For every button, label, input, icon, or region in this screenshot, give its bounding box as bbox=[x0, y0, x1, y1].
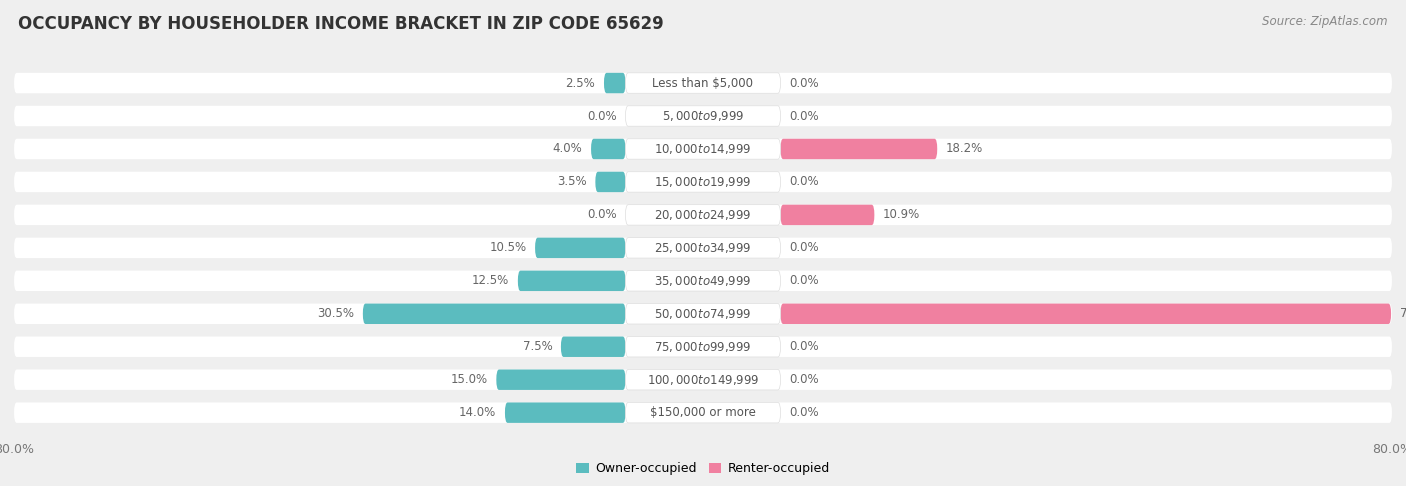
FancyBboxPatch shape bbox=[14, 402, 1392, 423]
FancyBboxPatch shape bbox=[14, 205, 1392, 225]
Text: 0.0%: 0.0% bbox=[789, 340, 818, 353]
FancyBboxPatch shape bbox=[363, 304, 626, 324]
FancyBboxPatch shape bbox=[14, 139, 1392, 159]
FancyBboxPatch shape bbox=[505, 402, 626, 423]
Text: 18.2%: 18.2% bbox=[946, 142, 983, 156]
FancyBboxPatch shape bbox=[626, 73, 780, 93]
Legend: Owner-occupied, Renter-occupied: Owner-occupied, Renter-occupied bbox=[571, 457, 835, 481]
Text: 0.0%: 0.0% bbox=[789, 274, 818, 287]
Text: 30.5%: 30.5% bbox=[318, 307, 354, 320]
FancyBboxPatch shape bbox=[626, 205, 780, 225]
Text: 0.0%: 0.0% bbox=[789, 373, 818, 386]
FancyBboxPatch shape bbox=[780, 304, 1391, 324]
Text: Less than $5,000: Less than $5,000 bbox=[652, 76, 754, 89]
FancyBboxPatch shape bbox=[626, 139, 780, 159]
Text: 4.0%: 4.0% bbox=[553, 142, 582, 156]
Text: 14.0%: 14.0% bbox=[460, 406, 496, 419]
Text: $100,000 to $149,999: $100,000 to $149,999 bbox=[647, 373, 759, 387]
FancyBboxPatch shape bbox=[605, 73, 626, 93]
FancyBboxPatch shape bbox=[14, 271, 1392, 291]
FancyBboxPatch shape bbox=[780, 205, 875, 225]
FancyBboxPatch shape bbox=[626, 172, 780, 192]
Text: 3.5%: 3.5% bbox=[557, 175, 586, 189]
Text: 10.9%: 10.9% bbox=[883, 208, 921, 222]
FancyBboxPatch shape bbox=[626, 402, 780, 423]
FancyBboxPatch shape bbox=[626, 238, 780, 258]
FancyBboxPatch shape bbox=[14, 369, 1392, 390]
Text: $10,000 to $14,999: $10,000 to $14,999 bbox=[654, 142, 752, 156]
Text: 0.0%: 0.0% bbox=[789, 76, 818, 89]
Text: 2.5%: 2.5% bbox=[565, 76, 595, 89]
FancyBboxPatch shape bbox=[14, 336, 1392, 357]
FancyBboxPatch shape bbox=[517, 271, 626, 291]
FancyBboxPatch shape bbox=[591, 139, 626, 159]
Text: $50,000 to $74,999: $50,000 to $74,999 bbox=[654, 307, 752, 321]
FancyBboxPatch shape bbox=[14, 304, 1392, 324]
Text: 7.5%: 7.5% bbox=[523, 340, 553, 353]
FancyBboxPatch shape bbox=[626, 304, 780, 324]
Text: 10.5%: 10.5% bbox=[489, 242, 526, 254]
FancyBboxPatch shape bbox=[536, 238, 626, 258]
Text: 0.0%: 0.0% bbox=[789, 406, 818, 419]
Text: $5,000 to $9,999: $5,000 to $9,999 bbox=[662, 109, 744, 123]
Text: 0.0%: 0.0% bbox=[588, 109, 617, 122]
Text: 15.0%: 15.0% bbox=[450, 373, 488, 386]
FancyBboxPatch shape bbox=[780, 139, 938, 159]
Text: 0.0%: 0.0% bbox=[789, 109, 818, 122]
FancyBboxPatch shape bbox=[561, 336, 626, 357]
Text: $150,000 or more: $150,000 or more bbox=[650, 406, 756, 419]
FancyBboxPatch shape bbox=[626, 369, 780, 390]
Text: 70.9%: 70.9% bbox=[1400, 307, 1406, 320]
Text: $35,000 to $49,999: $35,000 to $49,999 bbox=[654, 274, 752, 288]
Text: $25,000 to $34,999: $25,000 to $34,999 bbox=[654, 241, 752, 255]
FancyBboxPatch shape bbox=[626, 271, 780, 291]
Text: $20,000 to $24,999: $20,000 to $24,999 bbox=[654, 208, 752, 222]
FancyBboxPatch shape bbox=[14, 238, 1392, 258]
FancyBboxPatch shape bbox=[14, 106, 1392, 126]
FancyBboxPatch shape bbox=[14, 73, 1392, 93]
Text: Source: ZipAtlas.com: Source: ZipAtlas.com bbox=[1263, 15, 1388, 28]
Text: $15,000 to $19,999: $15,000 to $19,999 bbox=[654, 175, 752, 189]
Text: 0.0%: 0.0% bbox=[789, 175, 818, 189]
FancyBboxPatch shape bbox=[496, 369, 626, 390]
Text: $75,000 to $99,999: $75,000 to $99,999 bbox=[654, 340, 752, 354]
Text: 0.0%: 0.0% bbox=[588, 208, 617, 222]
Text: 0.0%: 0.0% bbox=[789, 242, 818, 254]
FancyBboxPatch shape bbox=[626, 336, 780, 357]
Text: 12.5%: 12.5% bbox=[472, 274, 509, 287]
FancyBboxPatch shape bbox=[14, 172, 1392, 192]
Text: OCCUPANCY BY HOUSEHOLDER INCOME BRACKET IN ZIP CODE 65629: OCCUPANCY BY HOUSEHOLDER INCOME BRACKET … bbox=[18, 15, 664, 33]
FancyBboxPatch shape bbox=[595, 172, 626, 192]
FancyBboxPatch shape bbox=[626, 106, 780, 126]
